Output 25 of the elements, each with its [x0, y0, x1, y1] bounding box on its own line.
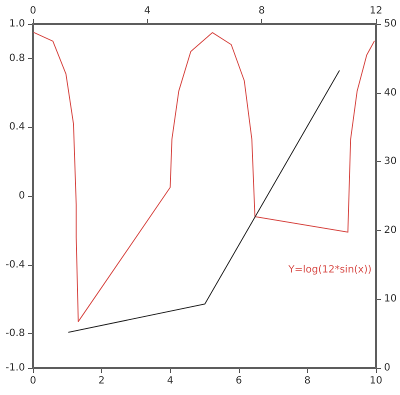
y-tick-label: -1.0 [5, 362, 25, 374]
x-tick-label: 2 [98, 376, 105, 386]
y-tick-label: -0.8 [5, 328, 25, 340]
y2-tick-label: 10 [384, 294, 397, 305]
y2-tick-label: 20 [384, 224, 397, 236]
annotation: Y=log(12*sin(x)) [287, 264, 372, 276]
y-tick-label: 1.0 [9, 18, 25, 30]
x2-tick-label: 0 [30, 6, 36, 16]
x-tick-label: 4 [167, 376, 174, 386]
x2-tick-label: 4 [144, 6, 151, 16]
y2-tick-label: 30 [384, 156, 397, 168]
x-tick-label: 10 [370, 376, 382, 386]
y2-tick-label: 40 [384, 87, 397, 98]
y-tick-label: 0.8 [9, 52, 25, 64]
y2-tick-label: 0 [384, 362, 390, 374]
x2-tick-label: 8 [258, 6, 265, 16]
x-tick-label: 0 [30, 376, 36, 386]
y-tick-label: -0.4 [5, 259, 25, 270]
y2-tick-label: 50 [384, 18, 397, 30]
x2-tick-label: 12 [370, 6, 382, 16]
x-tick-label: 6 [236, 376, 242, 386]
y-tick-label: 0.4 [9, 122, 25, 133]
y-tick-label: 0 [18, 190, 25, 202]
line-series [34, 32, 375, 322]
x-tick-label: 8 [304, 376, 311, 386]
